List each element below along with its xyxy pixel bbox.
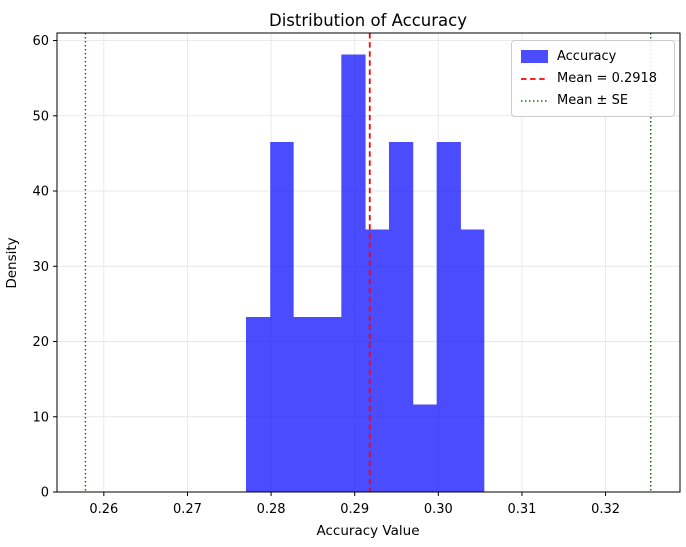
x-axis-label: Accuracy Value [317, 523, 420, 539]
axis-ticks: 0.26 0.27 0.28 0.29 0.30 0.31 0.32 0 10 20 30 40 50 6… [32, 34, 620, 517]
y-tick-label: 10 [32, 410, 49, 425]
legend-entry-mean: Mean = 0.2918 [521, 69, 665, 88]
legend-label: Mean ± SE [557, 93, 629, 108]
chart-title: Distribution of Accuracy [269, 11, 467, 30]
x-tick-label: 0.28 [257, 502, 286, 517]
legend-swatch-accuracy [521, 50, 548, 64]
x-tick-label: 0.32 [591, 502, 620, 517]
legend: Accuracy Mean = 0.2918 Mean ± SE [511, 40, 675, 117]
histogram-bars [245, 54, 485, 493]
y-axis-label: Density [4, 237, 20, 288]
legend-swatch-se-line [521, 94, 548, 108]
x-tick-label: 0.26 [89, 502, 118, 517]
legend-swatch-mean-line [521, 72, 548, 86]
y-tick-label: 50 [32, 109, 49, 124]
legend-entry-mean-se: Mean ± SE [521, 91, 665, 110]
legend-entry-accuracy: Accuracy [521, 47, 665, 66]
x-tick-label: 0.30 [424, 502, 453, 517]
x-tick-label: 0.31 [507, 502, 536, 517]
legend-label: Mean = 0.2918 [557, 71, 658, 86]
legend-line-sample [521, 99, 548, 102]
y-tick-label: 30 [32, 260, 49, 275]
y-tick-label: 60 [32, 34, 49, 49]
y-tick-label: 0 [41, 486, 49, 501]
y-tick-label: 20 [32, 335, 49, 350]
legend-patch [521, 50, 548, 63]
legend-line-sample [521, 77, 548, 80]
y-tick-label: 40 [32, 185, 49, 200]
legend-label: Accuracy [557, 49, 617, 64]
x-tick-label: 0.27 [173, 502, 202, 517]
plot-border [56, 32, 681, 493]
x-tick-label: 0.29 [340, 502, 369, 517]
